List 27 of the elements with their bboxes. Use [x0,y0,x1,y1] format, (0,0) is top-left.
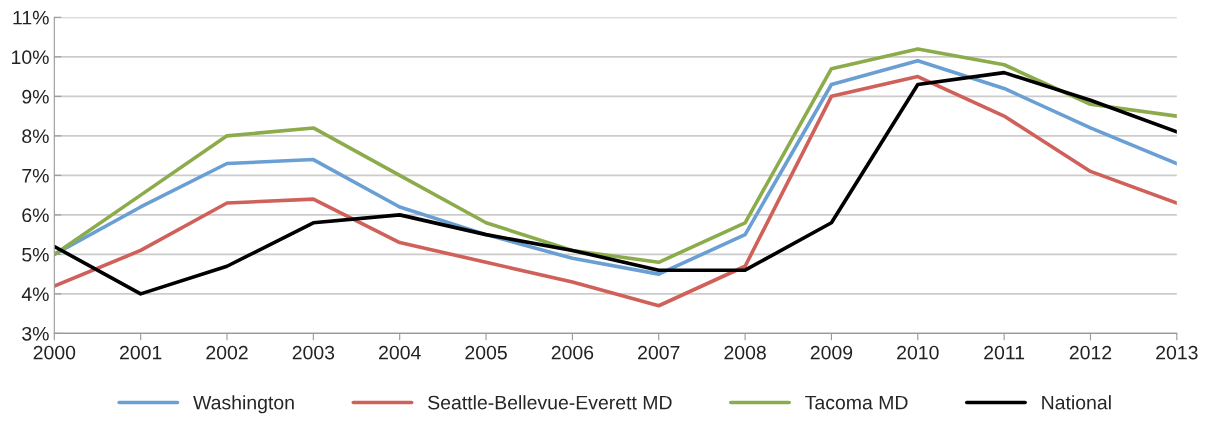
y-tick-label: 11% [13,10,49,25]
x-tick-label: 2010 [897,345,939,360]
legend-label: National [1042,395,1111,410]
x-tick-label: 2013 [1156,345,1198,360]
x-tick-label: 2005 [465,345,507,360]
x-tick-label: 2011 [984,345,1025,360]
y-tick-label: 6% [22,208,49,223]
y-tick-label: 10% [12,50,49,65]
legend-label: Tacoma MD [805,395,908,410]
x-tick-label: 2012 [1069,345,1112,360]
y-tick-label: 3% [22,326,49,341]
x-tick-label: 2006 [551,345,594,360]
y-tick-label: 7% [22,168,49,183]
x-tick-label: 2007 [638,345,680,360]
legend-label: Washington [193,395,294,414]
x-tick-label: 2009 [810,345,853,360]
y-tick-label: 5% [22,247,49,262]
y-tick-label: 4% [21,287,49,302]
x-tick-label: 2004 [379,345,421,360]
x-tick-label: 2003 [292,345,335,360]
y-tick-label: 9% [22,89,49,104]
x-tick-label: 2000 [33,345,76,360]
x-tick-label: 2001 [120,345,162,360]
x-tick-label: 2002 [206,345,248,360]
x-tick-label: 2008 [724,345,766,360]
y-tick-label: 8% [22,129,49,144]
legend-label: Seattle-Bellevue-Everett MD [428,395,672,410]
